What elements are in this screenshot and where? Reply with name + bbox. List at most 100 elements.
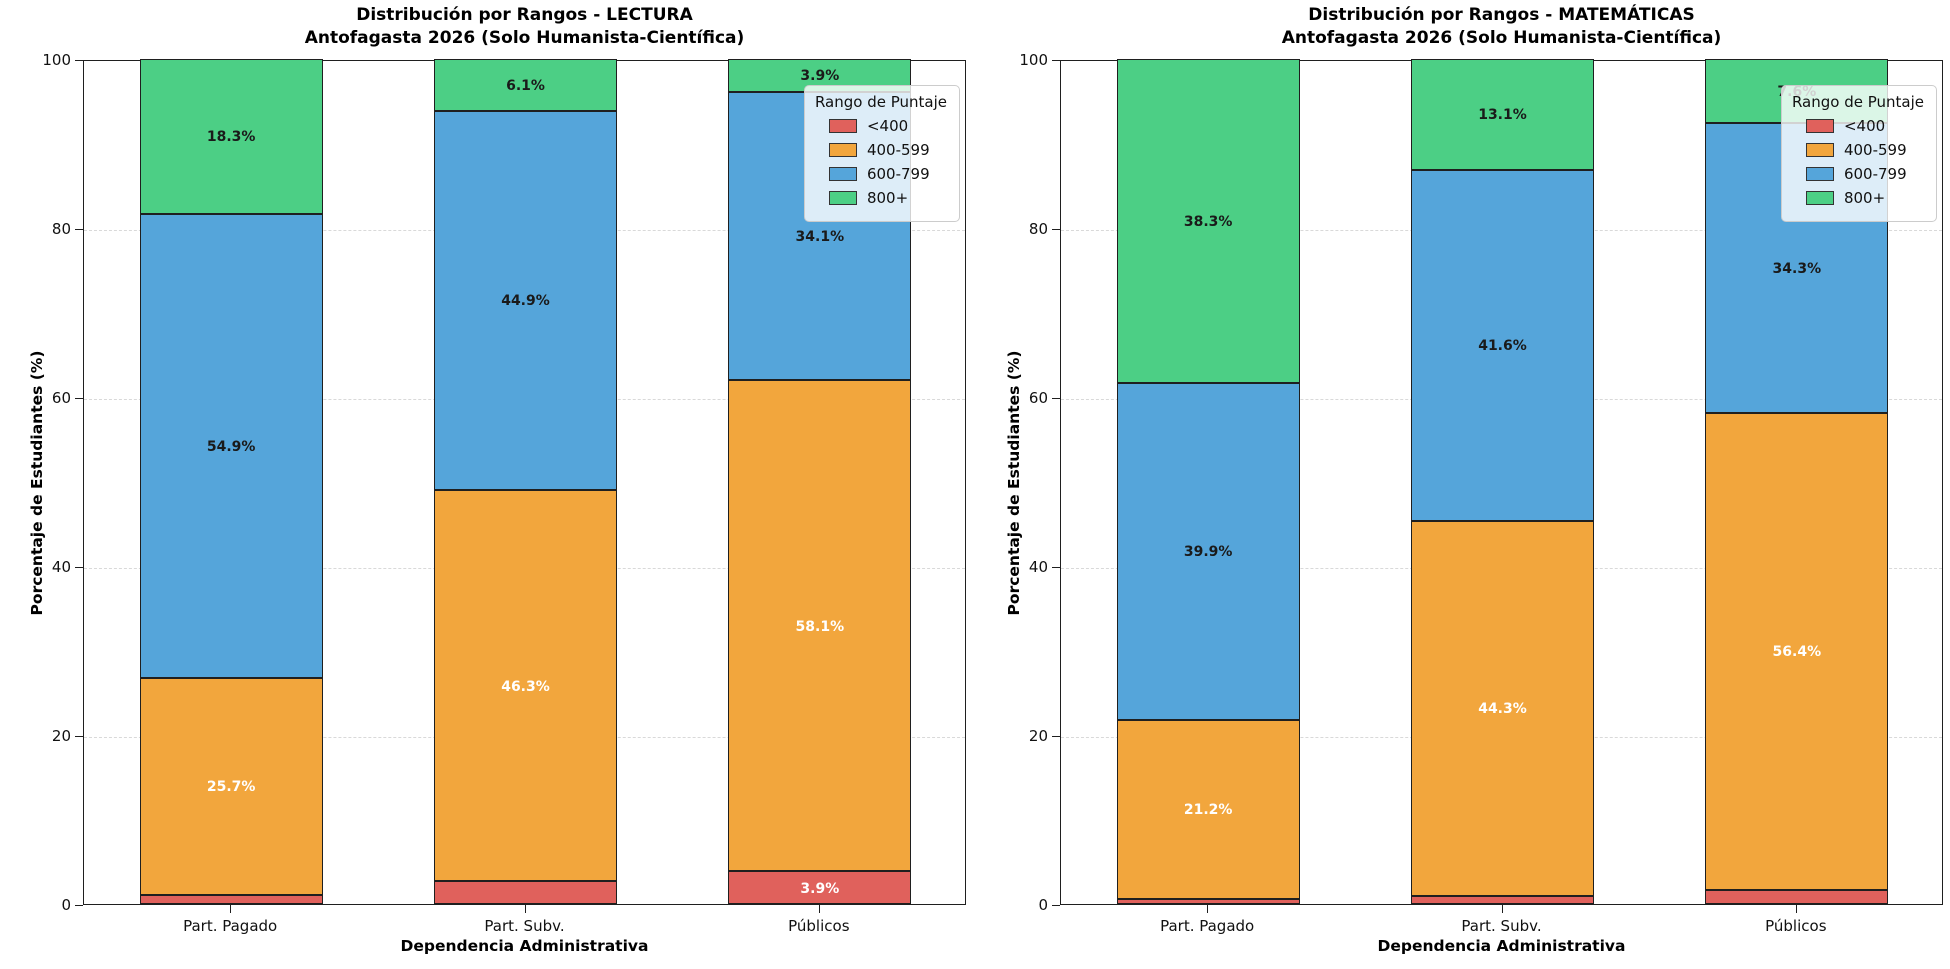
- bar-segment: [728, 871, 912, 904]
- chart-title-line2: Antofagasta 2026 (Solo Humanista-Científ…: [1281, 28, 1722, 48]
- x-tick-mark: [1501, 905, 1503, 913]
- bar-segment-label: 44.3%: [1478, 701, 1527, 718]
- x-tick-mark: [1207, 905, 1209, 913]
- bar-segment-label: 44.9%: [501, 293, 550, 310]
- legend-swatch-600799: [1805, 167, 1834, 181]
- bar-segment: [139, 677, 323, 895]
- legend-row: 400-599: [1805, 141, 1924, 159]
- legend: Rango de Puntaje <400 400-599 600-799 800+: [1780, 85, 1937, 222]
- bar-segment-label: 21.2%: [1183, 802, 1233, 819]
- y-tick-mark: [75, 905, 83, 906]
- x-axis-label: Dependencia Administrativa: [400, 937, 649, 955]
- bar-segment: [1705, 889, 1889, 904]
- legend-label: 600-799: [1843, 165, 1907, 183]
- lectura-chart: Distribución por Rangos - LECTURA Antofa…: [28, 5, 966, 955]
- legend-row: 800+: [1805, 189, 1924, 207]
- bar-segment: [1116, 382, 1300, 720]
- bar-segment-label: 3.9%: [800, 68, 840, 85]
- y-tick-mark: [75, 229, 83, 230]
- bar-segment: [139, 59, 323, 214]
- legend-swatch-400: [1805, 119, 1834, 133]
- y-tick-label: 0: [1038, 896, 1048, 914]
- bar-segment-label: 56.4%: [1772, 644, 1822, 661]
- legend-row: 400-599: [828, 141, 947, 159]
- legend-row: <400: [828, 117, 947, 135]
- y-tick-mark: [75, 736, 83, 737]
- bar-segment-label: 54.9%: [206, 438, 256, 455]
- x-tick-mark: [524, 905, 526, 913]
- y-tick-mark: [1052, 905, 1060, 906]
- chart-title-line1: Distribución por Rangos - LECTURA: [356, 5, 693, 25]
- bar-segment-label: 34.1%: [795, 229, 845, 246]
- bar-segment: [1116, 59, 1300, 383]
- bar-segment: [728, 380, 912, 872]
- y-tick-mark: [75, 398, 83, 399]
- legend-row: 600-799: [828, 165, 947, 183]
- legend-swatch-800+: [828, 191, 857, 205]
- matematicas-chart: Distribución por Rangos - MATEMÁTICAS An…: [1005, 5, 1943, 955]
- y-tick-mark: [1052, 60, 1060, 61]
- legend-row: 600-799: [1805, 165, 1924, 183]
- legend-row: <400: [1805, 117, 1924, 135]
- y-tick-label: 80: [1028, 220, 1048, 238]
- y-tick-mark: [1052, 398, 1060, 399]
- y-tick-label: 80: [51, 220, 71, 238]
- bar-segment: [139, 213, 323, 678]
- bar-segment-label: 34.3%: [1772, 261, 1822, 278]
- y-tick-label: 20: [51, 727, 71, 745]
- bar-segment-label: 25.7%: [206, 779, 256, 796]
- bar-segment: [1411, 169, 1594, 522]
- legend: Rango de Puntaje <400 400-599 600-799 800+: [803, 85, 960, 222]
- bar-segment-label: 18.3%: [206, 129, 256, 146]
- bar-segment-label: 13.1%: [1478, 107, 1527, 124]
- legend-label: 800+: [1843, 189, 1886, 207]
- legend-title: Rango de Puntaje: [814, 93, 947, 111]
- bar-segment: [434, 110, 617, 490]
- legend-label: 800+: [866, 189, 909, 207]
- y-tick-mark: [1052, 736, 1060, 737]
- bar-segment-label: 41.6%: [1478, 338, 1527, 355]
- x-tick-label: Part. Pagado: [1160, 917, 1255, 935]
- legend-swatch-800+: [1805, 191, 1834, 205]
- x-tick-label: Part. Pagado: [183, 917, 278, 935]
- legend-swatch-400: [828, 119, 857, 133]
- legend-swatch-400599: [828, 143, 857, 157]
- y-tick-label: 0: [61, 896, 71, 914]
- x-tick-label: Part. Subv.: [484, 917, 565, 935]
- bar-segment: [1411, 59, 1594, 170]
- legend-label: 400-599: [866, 141, 930, 159]
- y-tick-label: 60: [51, 389, 71, 407]
- bar-segment: [1116, 898, 1300, 904]
- y-tick-mark: [1052, 567, 1060, 568]
- chart-title-line2: Antofagasta 2026 (Solo Humanista-Científ…: [304, 28, 745, 48]
- x-tick-label: Públicos: [1765, 917, 1827, 935]
- x-tick-mark: [1795, 905, 1797, 913]
- y-tick-label: 40: [51, 558, 71, 576]
- legend-label: 400-599: [1843, 141, 1907, 159]
- bar-segment-label: 3.9%: [800, 880, 840, 897]
- legend-swatch-400599: [1805, 143, 1834, 157]
- legend-title: Rango de Puntaje: [1791, 93, 1924, 111]
- bar-segment: [1116, 719, 1300, 899]
- legend-row: 800+: [828, 189, 947, 207]
- y-tick-mark: [75, 567, 83, 568]
- bar-segment-label: 6.1%: [506, 77, 545, 94]
- legend-label: <400: [866, 117, 909, 135]
- bar-segment: [1705, 413, 1889, 890]
- x-tick-mark: [230, 905, 232, 913]
- x-axis-label: Dependencia Administrativa: [1377, 937, 1626, 955]
- bar-segment-label: 46.3%: [501, 678, 550, 695]
- legend-swatch-600799: [828, 167, 857, 181]
- chart-title: Distribución por Rangos - MATEMÁTICAS An…: [980, 4, 1950, 56]
- legend-label: <400: [1843, 117, 1886, 135]
- chart-title-line1: Distribución por Rangos - MATEMÁTICAS: [1308, 5, 1695, 25]
- bar-segment-label: 38.3%: [1183, 213, 1233, 230]
- y-tick-label: 100: [42, 51, 71, 69]
- y-tick-label: 20: [1028, 727, 1048, 745]
- y-tick-mark: [75, 60, 83, 61]
- bar-segment: [434, 59, 617, 111]
- bar-segment-label: 58.1%: [795, 618, 845, 635]
- y-tick-label: 60: [1028, 389, 1048, 407]
- chart-title: Distribución por Rangos - LECTURA Antofa…: [3, 4, 1046, 56]
